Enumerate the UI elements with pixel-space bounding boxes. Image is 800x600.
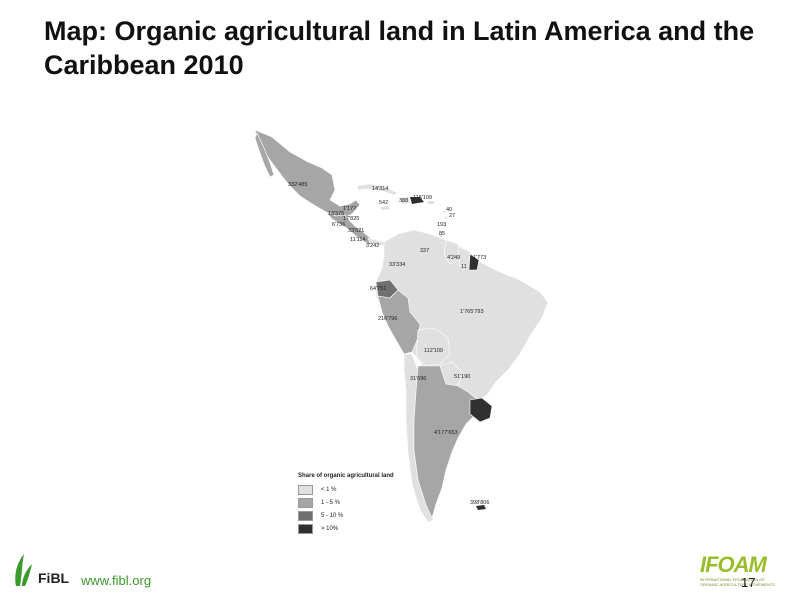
label-mexico: 332'485 [288, 182, 307, 188]
fibl-logo: FiBL [10, 550, 69, 588]
legend-label: 5 - 10 % [321, 512, 344, 519]
legend-swatch [298, 510, 313, 521]
region-baja-california [254, 132, 275, 178]
label-brazil: 1'765'793 [460, 309, 484, 315]
legend-swatch [298, 484, 313, 495]
latin-america-map: 332'485 14'314 542 388 115'109 40 27 193… [254, 129, 549, 523]
label-chile: 31'696 [410, 376, 426, 382]
label-costa-rica: 11'114 [350, 237, 366, 243]
legend-item: 5 - 10 % [298, 509, 438, 522]
region-lesser-antilles-1 [442, 210, 446, 214]
label-peru: 216'796 [378, 316, 397, 322]
label-guyana: 4'249 [447, 255, 460, 261]
label-argentina: 4'177'653 [434, 430, 458, 436]
legend-label: 1 - 5 % [321, 499, 341, 506]
label-lesser-antilles-3: 193 [437, 222, 446, 228]
fibl-wordmark: FiBL [38, 570, 70, 586]
region-french-guiana [468, 253, 480, 271]
label-cuba: 14'314 [372, 186, 388, 192]
label-guatemala: 13'375 [328, 211, 344, 217]
label-dominican-republic: 388 [399, 198, 408, 204]
ifoam-tagline: INTERNATIONAL FEDERATION OF ORGANIC AGRI… [700, 577, 775, 587]
map-legend: Share of organic agricultural land < 1 %… [298, 473, 438, 535]
region-falklands [476, 505, 486, 510]
legend-swatch [298, 497, 313, 508]
slide-title: Map: Organic agricultural land in Latin … [44, 16, 755, 80]
region-cuba [356, 183, 399, 196]
region-mexico [254, 129, 361, 219]
legend-title: Share of organic agricultural land [298, 473, 394, 479]
legend-label: < 1 % [321, 486, 337, 493]
region-dominican-republic [410, 197, 424, 204]
fibl-website-link[interactable]: www.fibl.org [81, 573, 152, 588]
region-jamaica [380, 206, 390, 210]
region-puerto-rico [428, 201, 434, 204]
region-guyana [443, 239, 461, 265]
page-number: 17 [741, 575, 756, 590]
region-lesser-antilles-2 [444, 216, 448, 220]
label-puerto-rico: 115'109 [413, 195, 432, 201]
region-haiti [400, 197, 410, 204]
label-colombia: 33'334 [389, 262, 405, 268]
region-uruguay [469, 397, 493, 423]
label-lesser-antilles-1: 40 [446, 207, 452, 213]
label-french-guiana: 1'773 [473, 255, 486, 261]
legend-item: < 1 % [298, 483, 438, 496]
fibl-leaf-icon [15, 554, 32, 586]
label-falklands: 398'806 [470, 500, 489, 506]
region-bolivia [415, 327, 451, 367]
label-suriname: 11 [461, 264, 467, 270]
label-ecuador: 64'751 [370, 286, 386, 292]
legend-swatch [298, 523, 313, 534]
label-jamaica: 542 [379, 200, 388, 206]
ifoam-wordmark: IFOAM [700, 552, 767, 577]
label-paraguay: 51'190 [454, 374, 470, 380]
label-panama: 3'242 [366, 243, 379, 249]
label-nicaragua: 33'621 [348, 228, 364, 234]
ifoam-logo: IFOAM INTERNATIONAL FEDERATION OF ORGANI… [700, 553, 780, 593]
label-honduras: 17'825 [343, 216, 359, 222]
label-trinidad: 85 [439, 231, 445, 237]
label-belize: 1'177 [343, 206, 356, 212]
region-lesser-antilles-3 [443, 224, 447, 228]
label-bolivia: 112'109 [424, 348, 443, 354]
label-venezuela: 337 [420, 248, 429, 254]
label-el-salvador: 6'736 [332, 222, 345, 228]
legend-label: > 10% [321, 525, 339, 532]
region-trinidad [439, 234, 443, 238]
legend-item: 1 - 5 % [298, 496, 438, 509]
legend-item: > 10% [298, 522, 438, 535]
label-lesser-antilles-2: 27 [449, 213, 455, 219]
region-argentina [413, 365, 481, 519]
